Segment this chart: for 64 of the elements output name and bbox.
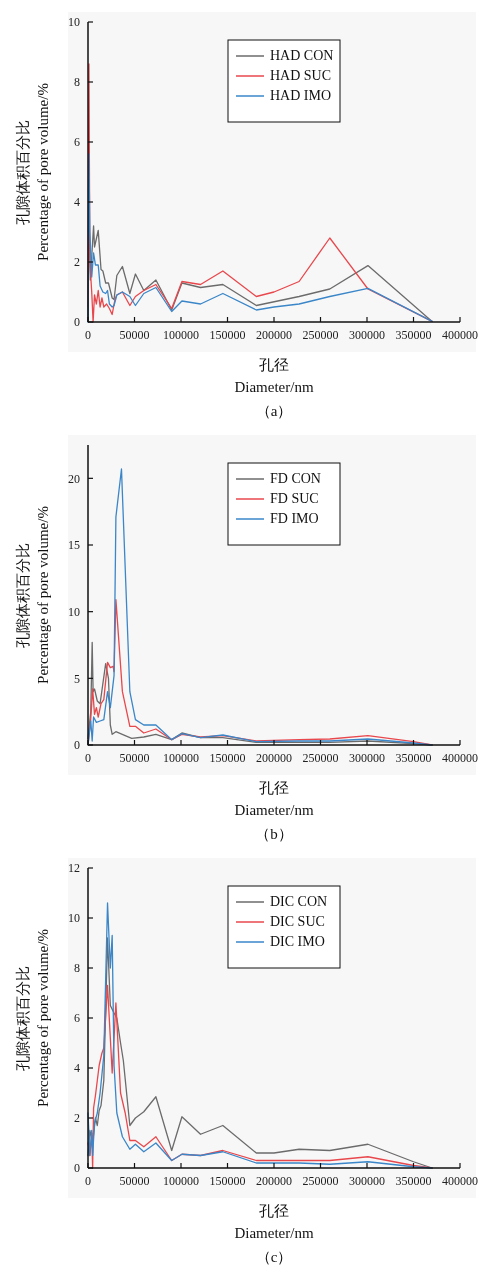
x-tick-label: 300000	[349, 328, 385, 342]
y-tick-label: 2	[74, 1111, 80, 1126]
text: （a）	[255, 403, 293, 419]
x-tick-label: 250000	[302, 328, 339, 342]
y-tick-label: 12	[68, 861, 80, 876]
x-tick-label: 50000	[119, 328, 150, 342]
legend-label: FD CON	[270, 471, 321, 486]
legend-label: HAD SUC	[270, 68, 332, 83]
y-tick-label: 4	[74, 195, 80, 210]
y-tick-label: 0	[74, 1161, 80, 1176]
x-tick-label: 400000	[442, 1174, 478, 1188]
legend-label: HAD IMO	[270, 88, 332, 103]
legend-label: DIC SUC	[270, 914, 325, 929]
y-tick-label: 10	[68, 604, 80, 619]
x-tick-label: 0	[85, 328, 91, 342]
legend-label: DIC IMO	[270, 934, 325, 949]
x-tick-label: 50000	[119, 751, 150, 765]
y-tick-label: 8	[74, 75, 80, 90]
line-series	[87, 153, 433, 323]
legend-label: FD SUC	[270, 491, 319, 506]
x-tick-label: 400000	[442, 751, 478, 765]
y-tick-label: 6	[74, 1011, 80, 1026]
y-tick-label: 4	[74, 1061, 80, 1076]
y-tick-label: 0	[74, 738, 80, 753]
x-tick-label: 300000	[349, 751, 385, 765]
x-axis-title: 孔径 Diameter/nm	[234, 357, 314, 395]
y-tick-label: 0	[74, 315, 80, 330]
x-axis-title: 孔径 Diameter/nm	[234, 780, 314, 818]
y-axis-title: 孔隙体积百分比 Percentage of pore volume/%	[15, 506, 51, 684]
y-tick-label: 10	[68, 911, 80, 926]
y-tick-label: 6	[74, 135, 80, 150]
y-tick-label: 10	[68, 15, 80, 30]
y-tick-label: 2	[74, 255, 80, 270]
x-tick-label: 0	[85, 1174, 91, 1188]
x-tick-label: 0	[85, 751, 91, 765]
y-axis-title: 孔隙体积百分比 Percentage of pore volume/%	[15, 929, 51, 1107]
text: （c）	[255, 1249, 293, 1265]
x-tick-label: 350000	[395, 1174, 432, 1188]
y-tick-label: 8	[74, 961, 80, 976]
x-tick-label: 250000	[302, 1174, 339, 1188]
x-tick-label: 400000	[442, 328, 478, 342]
x-tick-label: 100000	[163, 328, 199, 342]
y-tick-label: 20	[68, 471, 80, 486]
y-tick-label: 15	[68, 538, 80, 553]
x-tick-label: 100000	[163, 751, 199, 765]
text: （b）	[255, 826, 293, 842]
legend-label: HAD CON	[270, 48, 334, 63]
x-tick-label: 100000	[163, 1174, 199, 1188]
x-tick-label: 250000	[302, 751, 339, 765]
y-axis-title: 孔隙体积百分比 Percentage of pore volume/%	[15, 83, 51, 261]
x-tick-label: 50000	[119, 1174, 150, 1188]
x-tick-label: 350000	[395, 328, 432, 342]
legend-label: FD IMO	[270, 511, 319, 526]
x-tick-label: 350000	[395, 751, 432, 765]
x-tick-label: 200000	[256, 1174, 292, 1188]
x-tick-label: 300000	[349, 1174, 385, 1188]
x-tick-label: 200000	[256, 751, 292, 765]
x-tick-label: 150000	[209, 751, 246, 765]
legend-label: DIC CON	[270, 894, 328, 909]
y-tick-label: 5	[74, 671, 80, 686]
x-axis-title: 孔径 Diameter/nm	[234, 1203, 314, 1241]
x-tick-label: 200000	[256, 328, 292, 342]
x-tick-label: 150000	[209, 328, 246, 342]
x-tick-label: 150000	[209, 1174, 246, 1188]
